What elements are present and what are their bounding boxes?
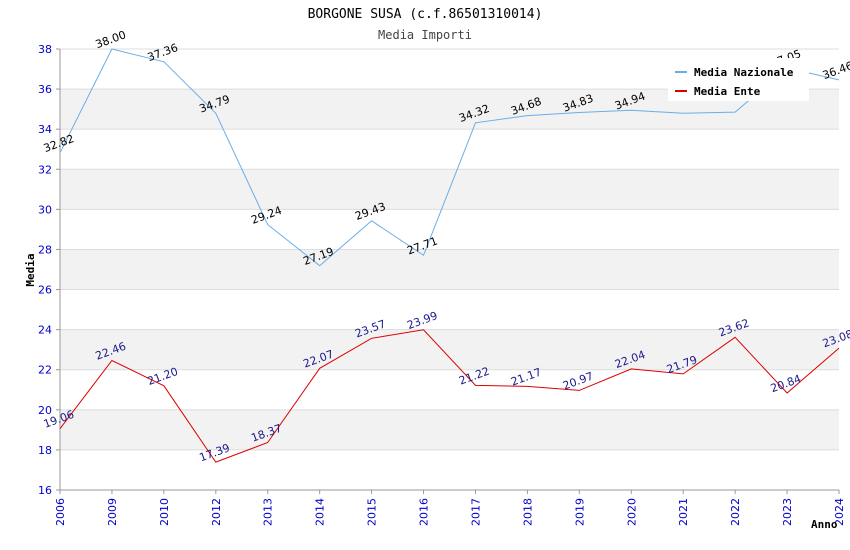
- legend-label: Media Ente: [694, 85, 761, 98]
- series-line: [59, 329, 840, 463]
- y-tick-label: 38: [38, 43, 52, 56]
- y-tick-label: 30: [38, 203, 52, 216]
- y-tick-label: 18: [38, 444, 52, 457]
- x-tick-label: 2017: [469, 498, 482, 526]
- x-tick-label: 2022: [729, 498, 742, 526]
- axes: [56, 48, 840, 494]
- y-tick-label: 32: [38, 163, 52, 176]
- y-tick-label: 22: [38, 364, 52, 377]
- grid-lines: [60, 48, 839, 491]
- data-label: 20.97: [561, 370, 595, 393]
- x-tick-label: 2024: [833, 498, 846, 526]
- grid-band: [60, 249, 839, 290]
- x-tick-label: 2006: [54, 498, 67, 526]
- y-tick-label: 28: [38, 243, 52, 256]
- grid-band: [60, 409, 839, 450]
- x-tick-label: 2018: [521, 498, 534, 526]
- legend-label: Media Nazionale: [694, 66, 794, 79]
- x-tick-label: 2023: [781, 498, 794, 526]
- y-tick-label: 36: [38, 83, 52, 96]
- y-axis-label: Media: [24, 253, 37, 286]
- x-tick-label: 2016: [418, 498, 431, 526]
- grid-bands: [60, 89, 839, 450]
- x-tick-label: 2010: [158, 498, 171, 526]
- x-tick-labels: 2006 2009 2010 2012 2013 2014 2015 2016 2017 2018…: [54, 498, 846, 526]
- x-tick-label: 2021: [677, 498, 690, 526]
- y-tick-labels: 16 18 20 22 24 26 28 30 32 34 36 38: [38, 43, 52, 497]
- x-tick-label: 2015: [366, 498, 379, 526]
- data-label: 37.36: [146, 41, 180, 64]
- chart-title: BORGONE SUSA (c.f.86501310014): [308, 7, 543, 22]
- y-tick-label: 34: [38, 123, 52, 136]
- y-tick-label: 20: [38, 404, 52, 417]
- x-tick-label: 2013: [262, 498, 275, 526]
- series-lines: [59, 48, 840, 463]
- x-axis-label: Anno: [811, 518, 838, 531]
- y-tick-label: 16: [38, 484, 52, 497]
- data-label: 23.99: [405, 309, 439, 332]
- chart-subtitle: Media Importi: [378, 28, 472, 42]
- series-line: [59, 48, 840, 267]
- x-tick-label: 2012: [210, 498, 223, 526]
- y-tick-label: 24: [38, 324, 52, 337]
- x-tick-label: 2014: [314, 498, 327, 526]
- legend-box: [668, 58, 809, 101]
- y-tick-label: 26: [38, 284, 52, 297]
- x-tick-label: 2009: [106, 498, 119, 526]
- legend: Media Nazionale Media Ente: [668, 58, 809, 101]
- x-tick-label: 2019: [573, 498, 586, 526]
- data-label: 38.00: [94, 28, 128, 51]
- grid-band: [60, 329, 839, 370]
- x-tick-label: 2020: [625, 498, 638, 526]
